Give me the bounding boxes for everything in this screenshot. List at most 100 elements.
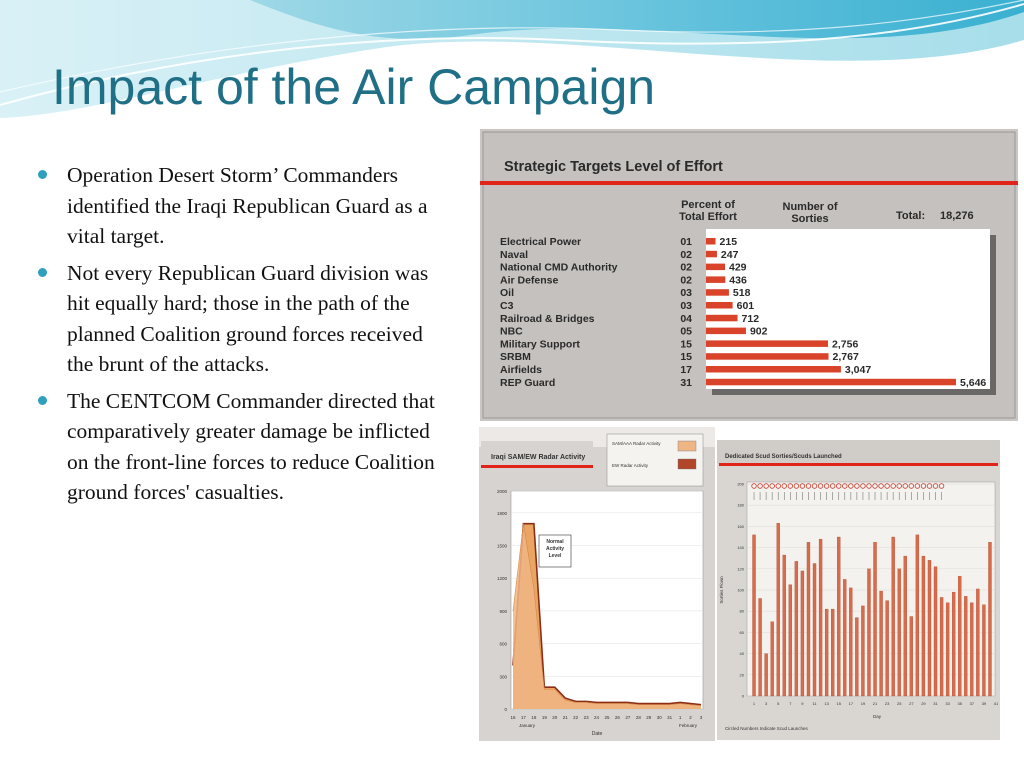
total-label: Total:: [896, 210, 925, 222]
x-tick-label: 16: [510, 715, 516, 720]
x-tick-label: 19: [861, 701, 866, 706]
launch-marker-icon: [938, 483, 945, 489]
bar: [891, 536, 895, 697]
col2-header-line2: Sorties: [791, 213, 828, 225]
x-tick-label: 27: [909, 701, 914, 706]
legend-swatch-sam: [677, 440, 697, 452]
col2-header-line1: Number of: [783, 201, 838, 213]
launch-marker-icon: [805, 483, 812, 489]
launch-marker-icon: [787, 483, 794, 489]
launch-marker-icon: [896, 483, 902, 489]
x-tick-label: 24: [594, 715, 600, 720]
x-tick-label: 35: [957, 701, 962, 706]
plot-area: [706, 229, 990, 389]
bar: [976, 588, 980, 697]
annotation-box: [538, 534, 572, 568]
x-tick-label: 1: [753, 701, 756, 706]
bar: [849, 587, 853, 697]
bullet-text: The CENTCOM Commander directed that comp…: [67, 388, 435, 505]
bar: [706, 250, 717, 258]
percent-label: 04: [680, 313, 692, 325]
category-label: Airfields: [500, 364, 542, 376]
bar-value-label: 902: [750, 326, 768, 338]
launch-marker-icon: [860, 483, 866, 489]
y-tick-label: 600: [499, 642, 507, 647]
launch-marker-icon: [751, 483, 757, 489]
bar: [921, 555, 926, 697]
bar-value-label: 5,646: [960, 377, 986, 389]
launch-marker-icon: [763, 483, 769, 489]
x-tick-label: 39: [982, 701, 987, 706]
x-tick-label: 22: [573, 715, 579, 720]
scud-sorties-svg: Dedicated Scud Sorties/Scuds Launched 0 2…: [717, 440, 1000, 731]
bar: [706, 276, 726, 283]
bar-value-label: 2,767: [833, 351, 859, 363]
percent-label: 02: [680, 249, 692, 261]
bar: [800, 570, 805, 697]
series-line: [512, 523, 702, 707]
bar: [806, 542, 811, 697]
bar: [794, 561, 799, 697]
x-tick-label: 2: [689, 715, 692, 720]
bullet-item: Not every Republican Guard division was …: [38, 258, 438, 380]
col1-header-line1: Percent of: [681, 199, 735, 211]
bar: [909, 616, 913, 697]
launch-marker-icon: [902, 483, 908, 489]
bullet-item: The CENTCOM Commander directed that comp…: [38, 386, 438, 508]
bar: [706, 289, 729, 296]
launch-marker-icon: [932, 483, 939, 489]
x-tick-label: 9: [801, 701, 804, 706]
radar-activity-svg: Iraqi SAM/EW Radar Activity SAM/AAA Rada…: [479, 427, 715, 737]
bar: [812, 563, 817, 697]
x-tick-label: 26: [615, 715, 621, 720]
y-tick-label: 180: [737, 503, 744, 508]
x-tick-label: 13: [824, 701, 829, 706]
x-tick-label: 7: [789, 701, 792, 706]
x-tick-label: 17: [521, 715, 527, 720]
x-tick-label: 18: [531, 715, 537, 720]
x-axis-label: Day: [873, 714, 882, 719]
launch-marker-icon: [793, 483, 800, 489]
title-rule: [480, 181, 1018, 185]
bar-value-label: 2,756: [832, 338, 858, 350]
bar: [824, 608, 829, 697]
percent-label: 17: [680, 364, 692, 376]
title-rule: [481, 465, 593, 468]
annotation-line3: Level: [549, 553, 562, 559]
annotation-line2: Activity: [546, 546, 564, 552]
bar: [782, 554, 786, 697]
percent-label: 02: [680, 262, 692, 274]
title-rule: [719, 463, 998, 466]
bars-group: Electrical Power 01 215 Naval 02 247 National …: [500, 236, 986, 389]
bar-value-label: 436: [729, 274, 747, 286]
launch-marker-icon: [836, 483, 842, 489]
bar: [855, 617, 859, 697]
launch-marker-icon: [914, 483, 921, 489]
y-tick-label: 0: [742, 694, 745, 699]
y-tick-label: 2000: [497, 489, 508, 494]
annotation-line1: Normal: [546, 539, 564, 545]
launch-marker-icon: [926, 483, 933, 489]
category-label: SRBM: [500, 351, 531, 363]
percent-label: 02: [680, 274, 692, 286]
category-label: C3: [500, 300, 514, 312]
series-area: [513, 523, 701, 709]
bar: [837, 536, 841, 697]
bar: [843, 579, 847, 697]
x-tick-label: 1: [679, 715, 682, 720]
launch-marker-icon: [908, 483, 915, 489]
legend-label-ew: EW Radar Activity: [612, 463, 649, 468]
y-tick-label: 120: [737, 566, 744, 571]
bar: [706, 327, 746, 335]
bar: [915, 534, 920, 697]
x-tick-label: 23: [584, 715, 590, 720]
bar: [818, 538, 823, 697]
bullet-text: Not every Republican Guard division was …: [67, 260, 429, 377]
launch-marker-icon: [757, 483, 763, 489]
chart-title: Dedicated Scud Sorties/Scuds Launched: [725, 454, 842, 460]
percent-label: 31: [680, 377, 692, 389]
bar: [861, 605, 865, 697]
bar: [879, 590, 883, 697]
bar: [706, 263, 725, 271]
x-tick-label: 27: [625, 715, 631, 720]
